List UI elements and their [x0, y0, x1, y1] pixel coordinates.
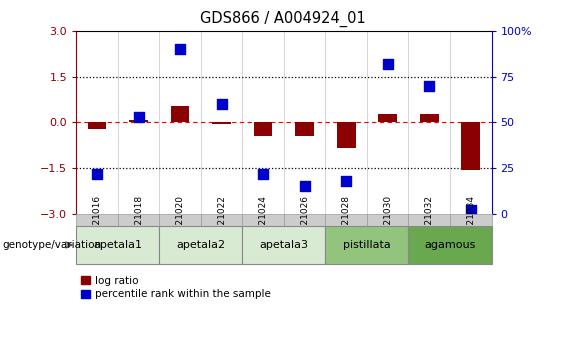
Bar [450, 214, 492, 226]
Bar [325, 31, 367, 214]
Bar [242, 31, 284, 214]
Text: genotype/variation: genotype/variation [3, 240, 102, 250]
Bar [118, 31, 159, 214]
Text: GSM21020: GSM21020 [176, 195, 185, 245]
Text: agamous: agamous [424, 240, 476, 250]
Text: GSM21024: GSM21024 [259, 196, 268, 244]
Bar [88, 122, 106, 129]
Bar [379, 114, 397, 122]
Bar [76, 31, 118, 214]
Text: GSM21022: GSM21022 [217, 196, 226, 244]
Bar [242, 226, 325, 264]
Bar [159, 214, 201, 226]
Bar [295, 122, 314, 136]
Bar [462, 122, 480, 170]
Bar [420, 114, 438, 122]
Legend: log ratio, percentile rank within the sample: log ratio, percentile rank within the sa… [81, 276, 271, 299]
Point [342, 178, 351, 184]
Point [466, 207, 475, 213]
Bar [450, 31, 492, 214]
Bar [408, 226, 492, 264]
Point [93, 171, 102, 176]
Point [425, 83, 434, 89]
Bar [408, 214, 450, 226]
Text: apetala3: apetala3 [259, 240, 308, 250]
Text: GSM21032: GSM21032 [425, 195, 434, 245]
Bar [325, 226, 408, 264]
Bar [159, 226, 242, 264]
Text: GSM21018: GSM21018 [134, 195, 143, 245]
Text: apetala2: apetala2 [176, 240, 225, 250]
Text: GSM21026: GSM21026 [300, 195, 309, 245]
Bar [212, 122, 231, 124]
Bar [325, 214, 367, 226]
Bar [159, 31, 201, 214]
Bar [129, 120, 148, 122]
Bar [284, 31, 325, 214]
Point [300, 184, 309, 189]
Point [383, 61, 392, 67]
Point [259, 171, 268, 176]
Bar [254, 122, 272, 136]
Text: GSM21030: GSM21030 [383, 195, 392, 245]
Bar [76, 226, 159, 264]
Bar [367, 31, 408, 214]
Bar [367, 214, 408, 226]
Bar [408, 31, 450, 214]
Bar [76, 214, 118, 226]
Bar [284, 214, 325, 226]
Bar [201, 31, 242, 214]
Text: GDS866 / A004924_01: GDS866 / A004924_01 [199, 10, 366, 27]
Bar [201, 214, 242, 226]
Point [176, 47, 185, 52]
Bar [337, 122, 355, 148]
Bar [171, 106, 189, 122]
Bar [242, 214, 284, 226]
Point [217, 101, 226, 107]
Text: GSM21034: GSM21034 [466, 195, 475, 245]
Text: apetala1: apetala1 [93, 240, 142, 250]
Point [134, 114, 143, 120]
Bar [118, 214, 159, 226]
Text: GSM21016: GSM21016 [93, 195, 102, 245]
Text: GSM21028: GSM21028 [342, 195, 351, 245]
Text: pistillata: pistillata [343, 240, 391, 250]
